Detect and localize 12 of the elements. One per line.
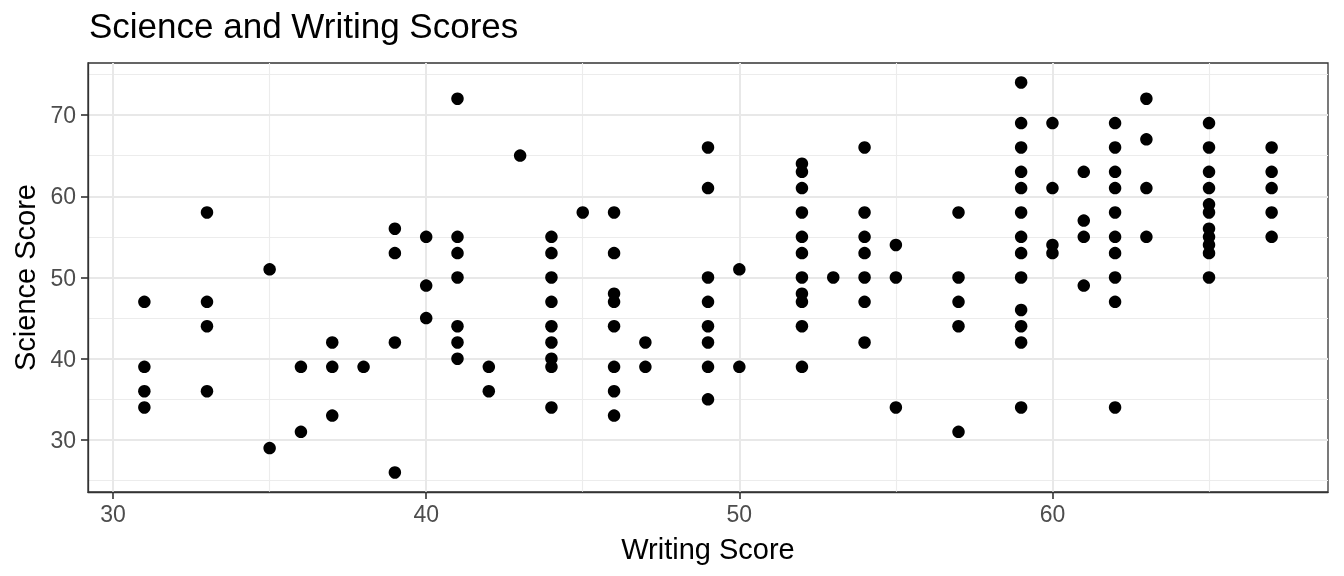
y-tick-label: 70 <box>50 102 76 128</box>
x-tick-label: 40 <box>413 500 439 527</box>
chart-title: Science and Writing Scores <box>89 6 519 45</box>
x-tick-label: 60 <box>1039 500 1066 527</box>
y-axis-title: Science Score <box>8 184 41 371</box>
y-tick-label: 60 <box>50 183 76 210</box>
x-tick-label: 50 <box>726 500 753 527</box>
y-tick-label: 50 <box>50 264 76 291</box>
y-tick-label: 40 <box>50 345 76 372</box>
x-axis-title: Writing Score <box>621 532 795 565</box>
y-tick-label: 30 <box>50 427 76 453</box>
x-tick-label: 30 <box>100 500 126 527</box>
